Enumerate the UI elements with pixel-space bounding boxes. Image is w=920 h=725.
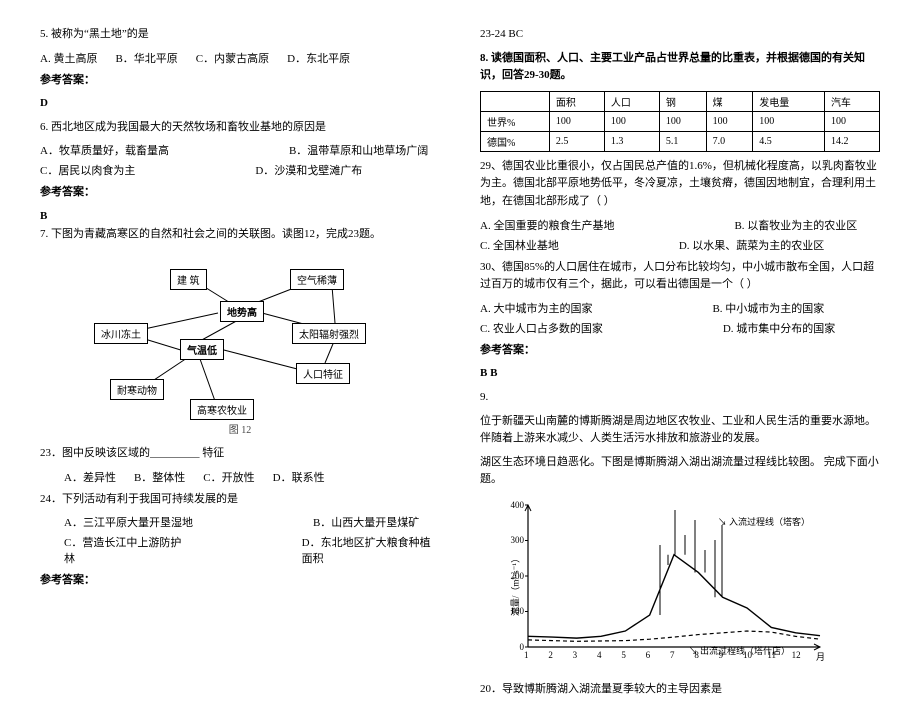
- th-pop: 人口: [604, 91, 659, 111]
- q6-row2: C．居民以肉食为主 D．沙漠和戈壁滩广布: [40, 162, 440, 178]
- cell: 100: [659, 111, 706, 131]
- q23-opt-d: D．联系性: [273, 469, 325, 485]
- node-naihan: 耐寒动物: [110, 379, 164, 400]
- cell: 4.5: [753, 131, 825, 151]
- q23-opt-c: C．开放性: [203, 469, 254, 485]
- q5-opt-b: B．华北平原: [115, 50, 177, 66]
- q29-opt-a: A. 全国重要的粮食生产基地: [480, 217, 614, 233]
- q5-stem: 5. 被称为“黑土地”的是: [40, 26, 440, 44]
- node-bingchuan: 冰川冻土: [94, 323, 148, 344]
- q6-opt-d: D．沙漠和戈壁滩广布: [255, 162, 362, 178]
- cell: 世界%: [481, 111, 550, 131]
- map-caption: 图 12: [40, 423, 440, 439]
- q29-row2: C. 全国林业基地 D. 以水果、蔬菜为主的农业区: [480, 237, 880, 253]
- q6-opt-a: A．牧草质量好，载畜量高: [40, 142, 169, 158]
- q9-num: 9.: [480, 389, 880, 407]
- table-row-germany: 德国% 2.5 1.3 5.1 7.0 4.5 14.2: [481, 131, 880, 151]
- q24-opt-b: B．山西大量开垦煤矿: [313, 514, 419, 530]
- th-steel: 钢: [659, 91, 706, 111]
- q29-opt-c: C. 全国林业基地: [480, 237, 559, 253]
- q6-opt-b: B．温带草原和山地草场广阔: [289, 142, 428, 158]
- q29-row1: A. 全国重要的粮食生产基地 B. 以畜牧业为主的农业区: [480, 217, 880, 233]
- q6-answer: B: [40, 208, 440, 226]
- cell: 2.5: [549, 131, 604, 151]
- q9-text1: 位于新疆天山南麓的博斯腾湖是周边地区农牧业、工业和人民生活的重要水源地。伴随着上…: [480, 413, 880, 448]
- q30-row1: A. 大中城市为主的国家 B. 中小城市为主的国家: [480, 300, 880, 316]
- right-column: 23-24 BC 8. 读德国面积、人口、主要工业产品占世界总量的比重表，并根据…: [480, 20, 880, 705]
- q30-text: 30、德国85%的人口居住在城市，人口分布比较均匀，中小城市散布全国，人口超过百…: [480, 259, 880, 294]
- cell: 100: [604, 111, 659, 131]
- germany-table: 面积 人口 钢 煤 发电量 汽车 世界% 100 100 100 100 100…: [480, 91, 880, 152]
- cell: 5.1: [659, 131, 706, 151]
- q30-row2: C. 农业人口占多数的国家 D. 城市集中分布的国家: [480, 320, 880, 336]
- node-gaohan: 高寒农牧业: [190, 399, 254, 420]
- q23-opt-a: A．差异性: [64, 469, 116, 485]
- q30-opt-a: A. 大中城市为主的国家: [480, 300, 592, 316]
- q5-ref-label: 参考答案：: [40, 72, 440, 90]
- q24-row1: A．三江平原大量开垦湿地 B．山西大量开垦煤矿: [40, 514, 440, 530]
- node-jianzhu: 建 筑: [170, 269, 207, 290]
- left-column: 5. 被称为“黑土地”的是 A. 黄土高原 B．华北平原 C．内蒙古高原 D．东…: [40, 20, 440, 705]
- q6-opt-c: C．居民以肉食为主: [40, 162, 135, 178]
- q6-stem: 6. 西北地区成为我国最大的天然牧场和畜牧业基地的原因是: [40, 119, 440, 137]
- q8-stem: 8. 读德国面积、人口、主要工业产品占世界总量的比重表，并根据德国的有关知识，回…: [480, 50, 880, 85]
- table-header-row: 面积 人口 钢 煤 发电量 汽车: [481, 91, 880, 111]
- flow-chart: 流量/（m³·s⁻¹） ↘ 入流过程线（塔客） ↘ 出流过程线（塔什店） 010…: [490, 495, 830, 675]
- q23-options: A．差异性 B．整体性 C．开放性 D．联系性: [40, 469, 440, 485]
- q30-opt-b: B. 中小城市为主的国家: [712, 300, 824, 316]
- q5-opt-c: C．内蒙古高原: [196, 50, 269, 66]
- cell: 100: [549, 111, 604, 131]
- q7-intro: 7. 下图为青藏高寒区的自然和社会之间的关联图。读图12，完成23题。: [40, 226, 440, 244]
- legend-inflow-text: 入流过程线（塔客）: [729, 517, 810, 527]
- node-renkou: 人口特征: [296, 363, 350, 384]
- q24-opt-d: D．东北地区扩大粮食种植面积: [302, 534, 440, 566]
- q9-text2: 湖区生态环境日趋恶化。下图是博斯腾湖入湖出湖流量过程线比较图。 完成下面小题。: [480, 454, 880, 489]
- cell: 100: [753, 111, 825, 131]
- q8-ref-label: 参考答案：: [480, 342, 880, 360]
- node-dishi: 地势高: [220, 301, 264, 322]
- q23-stem: 23．图中反映该区域的_________ 特征: [40, 445, 440, 463]
- q29-opt-d: D. 以水果、蔬菜为主的农业区: [679, 237, 824, 253]
- th-blank: [481, 91, 550, 111]
- concept-map: 建 筑 空气稀薄 地势高 冰川冻土 气温低 太阳辐射强烈 耐寒动物 人口特征 高…: [80, 251, 400, 421]
- cell: 100: [706, 111, 753, 131]
- ans-23-24: 23-24 BC: [480, 26, 880, 44]
- q24-ref-label: 参考答案：: [40, 572, 440, 590]
- cell: 德国%: [481, 131, 550, 151]
- cell: 14.2: [824, 131, 879, 151]
- q5-opt-a: A. 黄土高原: [40, 50, 97, 66]
- q20-stem: 20．导致博斯腾湖入湖流量夏季较大的主导因素是: [480, 681, 880, 699]
- node-taiyang: 太阳辐射强烈: [292, 323, 366, 344]
- legend-inflow: ↘ 入流过程线（塔客）: [718, 515, 810, 528]
- q5-options: A. 黄土高原 B．华北平原 C．内蒙古高原 D．东北平原: [40, 50, 440, 66]
- q5-opt-d: D．东北平原: [287, 50, 350, 66]
- q30-opt-d: D. 城市集中分布的国家: [723, 320, 835, 336]
- q24-stem: 24．下列活动有利于我国可持续发展的是: [40, 491, 440, 509]
- q24-opt-c: C．营造长江中上游防护林: [64, 534, 182, 566]
- th-area: 面积: [549, 91, 604, 111]
- table-row-world: 世界% 100 100 100 100 100 100: [481, 111, 880, 131]
- cell: 100: [824, 111, 879, 131]
- q6-ref-label: 参考答案：: [40, 184, 440, 202]
- q30-opt-c: C. 农业人口占多数的国家: [480, 320, 603, 336]
- th-car: 汽车: [824, 91, 879, 111]
- node-kongqi: 空气稀薄: [290, 269, 344, 290]
- th-coal: 煤: [706, 91, 753, 111]
- q6-row1: A．牧草质量好，载畜量高 B．温带草原和山地草场广阔: [40, 142, 440, 158]
- cell: 7.0: [706, 131, 753, 151]
- node-qiwen: 气温低: [180, 339, 224, 360]
- q24-row2: C．营造长江中上游防护林 D．东北地区扩大粮食种植面积: [40, 534, 440, 566]
- q29-opt-b: B. 以畜牧业为主的农业区: [734, 217, 857, 233]
- th-power: 发电量: [753, 91, 825, 111]
- q24-opt-a: A．三江平原大量开垦湿地: [64, 514, 193, 530]
- q8-answer: B B: [480, 365, 880, 383]
- q5-answer: D: [40, 95, 440, 113]
- q29-text: 29、德国农业比重很小，仅占国民总产值的1.6%，但机械化程度高，以乳肉畜牧业为…: [480, 158, 880, 211]
- q23-opt-b: B．整体性: [134, 469, 185, 485]
- cell: 1.3: [604, 131, 659, 151]
